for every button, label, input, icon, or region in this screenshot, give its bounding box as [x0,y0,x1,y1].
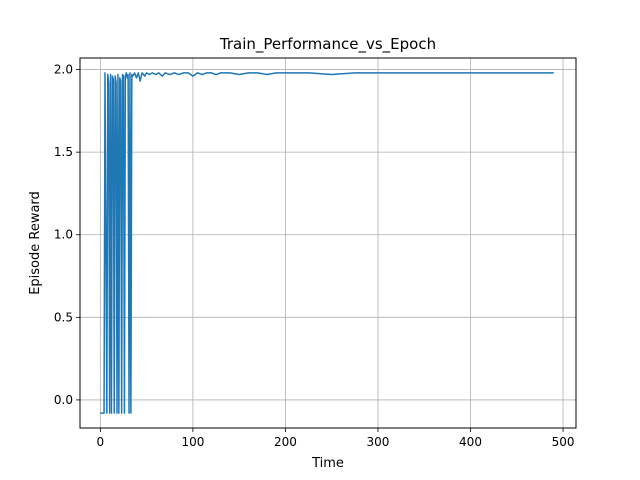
chart-title: Train_Performance_vs_Epoch [219,35,436,54]
y-tick-label: 1.5 [54,145,73,159]
y-tick-label: 2.0 [54,63,73,77]
x-tick-label: 400 [459,435,482,449]
x-tick-label: 200 [274,435,297,449]
y-tick-label: 0.0 [54,393,73,407]
axes-frame [79,57,577,429]
x-tick-label: 0 [97,435,105,449]
x-axis-label: Time [311,456,344,471]
y-tick-label: 1.0 [54,228,73,242]
grid [80,58,576,428]
y-axis-label: Episode Reward [28,191,43,295]
x-tick-label: 500 [552,435,575,449]
x-tick-label: 300 [367,435,390,449]
x-axis-ticks: 0 100 200 300 400 500 [97,428,575,449]
x-tick-label: 100 [181,435,204,449]
y-axis-ticks: 0.0 0.5 1.0 1.5 2.0 [54,63,80,407]
y-tick-label: 0.5 [54,310,73,324]
series-line [100,72,554,414]
plot-area [100,72,554,414]
